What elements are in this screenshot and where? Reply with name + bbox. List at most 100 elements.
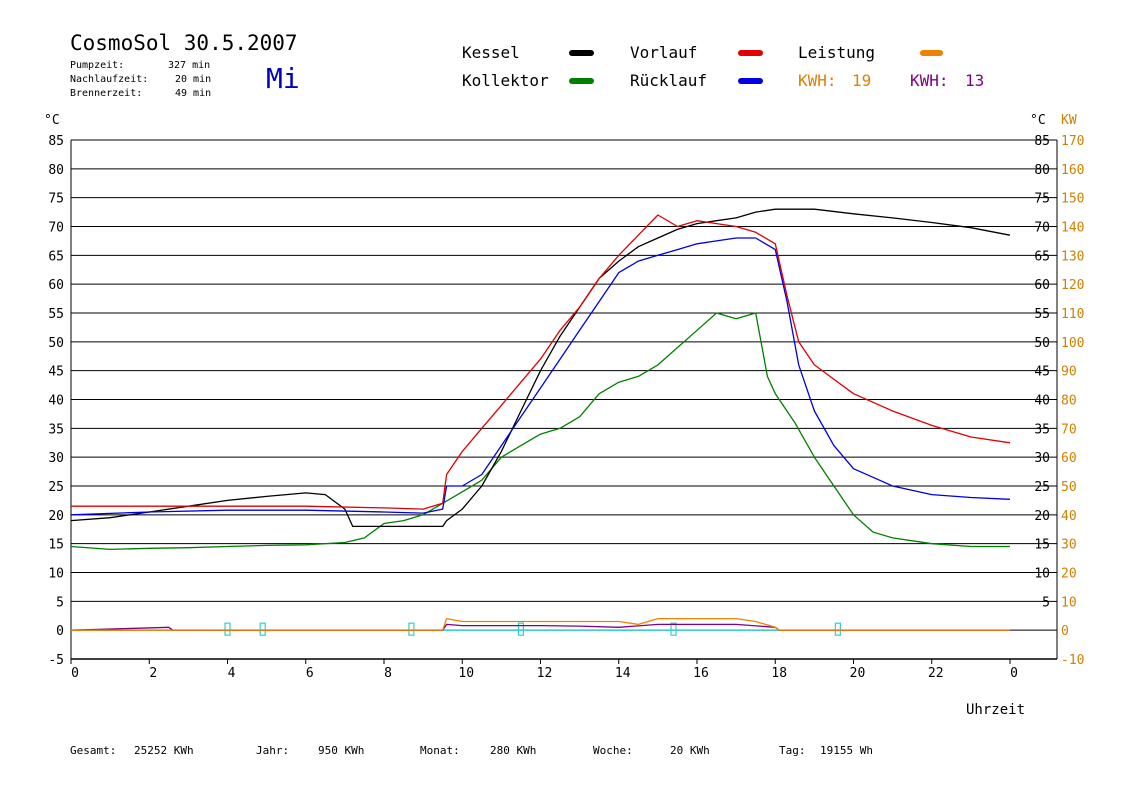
y-tick-label-left: 0 [56,624,64,639]
info-label: Pumpzeit: [70,60,124,71]
y-tick-label-right-power: 110 [1061,307,1084,322]
series-line [70,312,1010,551]
y-tick-label-right-temp: 55 [1034,307,1050,322]
y-tick-label-right-power: 20 [1061,567,1077,582]
y-tick-label-right-temp: 65 [1034,249,1050,264]
y-tick-label-right-temp: 40 [1034,394,1050,409]
y-tick-label-left: 85 [48,134,64,149]
tick-labels: -505101520253035404550556065707580855101… [48,134,1084,681]
info-value: 20 min [175,74,211,85]
footer-stats: Gesamt: 25252 KWh Jahr: 950 KWh Monat: 2… [70,744,873,757]
stat-value: 950 KWh [318,744,364,757]
left-axis-unit: °C [44,113,60,128]
legend-label-vorlauf: Vorlauf [630,43,697,62]
right-axis-unit-power: KW [1061,113,1077,128]
y-tick-label-right-temp: 80 [1034,163,1050,178]
x-tick-label: 0 [1010,666,1018,681]
header-info: Pumpzeit: 327 min Nachlaufzeit: 20 min B… [70,60,211,99]
y-tick-label-left: 35 [48,422,64,437]
burner-marker [517,622,525,636]
series-line [70,623,1010,631]
y-tick-label-right-power: 100 [1061,336,1084,351]
x-tick-label: 8 [384,666,392,681]
y-tick-label-right-power: 10 [1061,595,1077,610]
legend-label-kessel: Kessel [462,43,520,62]
y-tick-label-left: 55 [48,307,64,322]
kwh-label-orange: KWH: [798,71,837,90]
y-tick-label-left: 65 [48,249,64,264]
kwh-value-orange: 19 [852,71,871,90]
y-tick-label-left: 10 [48,567,64,582]
legend-label-kollektor: Kollektor [462,71,549,90]
y-tick-label-right-power: 0 [1061,624,1069,639]
kwh-label-purple: KWH: [910,71,949,90]
chart-title: CosmoSol 30.5.2007 [70,31,298,55]
y-tick-label-right-power: 50 [1061,480,1077,495]
stat-label: Woche: [593,744,633,757]
y-tick-label-right-temp: 5 [1042,595,1050,610]
stat-value: 280 KWh [490,744,536,757]
legend-label-leistung: Leistung [798,43,875,62]
y-tick-label-right-power: 150 [1061,192,1084,207]
y-tick-label-right-power: 60 [1061,451,1077,466]
x-tick-label: 0 [71,666,79,681]
y-tick-label-right-temp: 30 [1034,451,1050,466]
x-tick-label: 6 [306,666,314,681]
info-label: Brennerzeit: [70,88,142,99]
stat-value: 19155 Wh [820,744,873,757]
y-tick-label-left: 60 [48,278,64,293]
series-line [71,214,1011,510]
series-line [70,208,1011,528]
y-tick-label-right-power: 140 [1061,221,1084,236]
x-tick-label: 2 [149,666,157,681]
x-tick-label: 18 [771,666,787,681]
y-tick-label-right-power: 30 [1061,538,1077,553]
x-tick-label: 10 [458,666,474,681]
legend: Kessel Vorlauf Leistung Kollektor Rückla… [462,43,984,90]
y-tick-label-left: 5 [56,595,64,610]
y-tick-label-right-power: -10 [1061,653,1084,668]
y-tick-label-left: 40 [48,394,64,409]
burner-marker [834,622,841,636]
y-tick-label-left: 20 [48,509,64,524]
weekday-label: Mi [266,62,300,95]
y-tick-label-right-temp: 35 [1034,422,1050,437]
x-tick-label: 4 [228,666,236,681]
y-tick-label-right-temp: 50 [1034,336,1050,351]
x-tick-label: 14 [615,666,631,681]
y-tick-label-right-temp: 25 [1034,480,1050,495]
info-value: 49 min [175,88,211,99]
info-value: 327 min [168,60,210,71]
y-tick-label-right-temp: 75 [1034,192,1050,207]
y-tick-label-right-power: 120 [1061,278,1084,293]
y-tick-label-left: 75 [48,192,64,207]
y-tick-label-left: 15 [48,538,64,553]
y-tick-label-right-temp: 15 [1034,538,1050,553]
x-tick-label: 16 [693,666,709,681]
x-tick-label: 20 [850,666,866,681]
legend-label-ruecklauf: Rücklauf [630,71,707,90]
y-tick-label-left: 50 [48,336,64,351]
series-line [70,237,1011,516]
y-tick-label-right-power: 130 [1061,249,1084,264]
y-tick-label-left: 70 [48,221,64,236]
y-tick-label-right-power: 90 [1061,365,1077,380]
burner-marker [408,622,415,636]
stat-label: Tag: [779,744,806,757]
y-tick-label-right-power: 40 [1061,509,1077,524]
right-axis-unit-temp: °C [1030,113,1046,128]
y-tick-label-left: 25 [48,480,64,495]
series-line [71,617,1010,631]
y-tick-label-left: -5 [48,653,64,668]
y-tick-label-right-power: 170 [1061,134,1084,149]
kwh-value-purple: 13 [965,71,984,90]
y-tick-label-left: 30 [48,451,64,466]
y-tick-label-left: 80 [48,163,64,178]
info-label: Nachlaufzeit: [70,74,148,85]
stat-label: Gesamt: [70,744,116,757]
stat-label: Monat: [420,744,460,757]
y-tick-label-right-temp: 85 [1034,134,1050,149]
y-tick-label-right-power: 70 [1061,422,1077,437]
x-tick-label: 22 [928,666,944,681]
